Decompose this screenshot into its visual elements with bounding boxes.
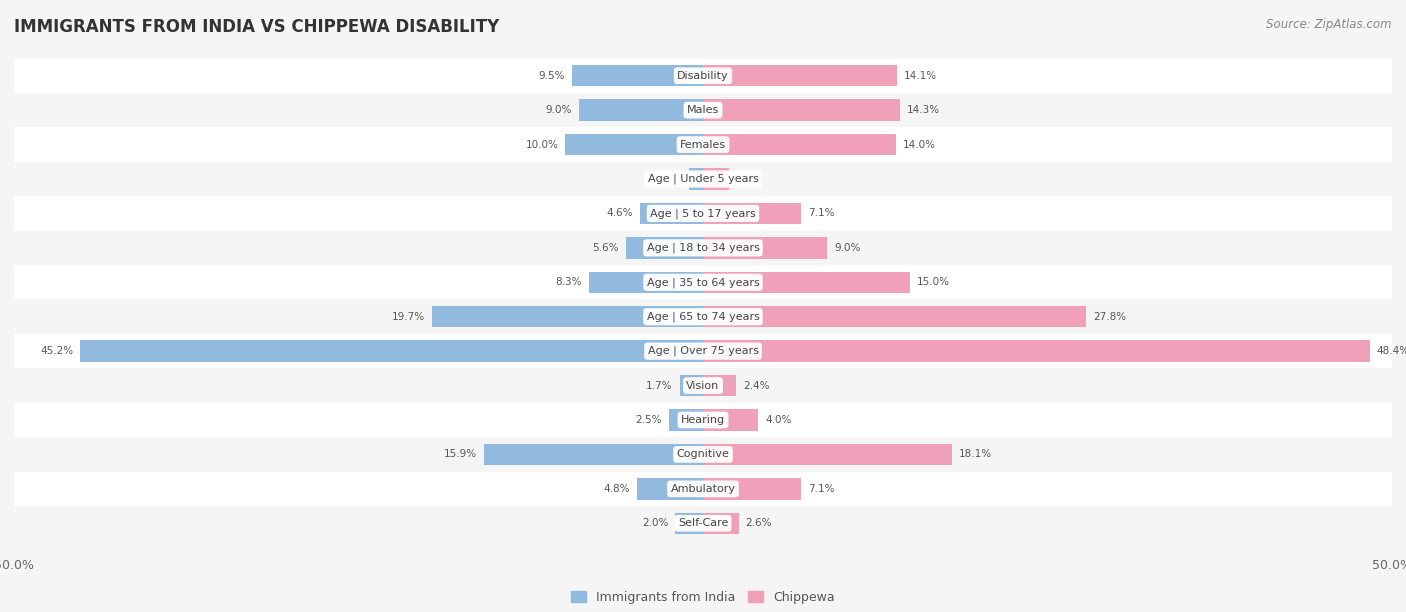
Text: 2.4%: 2.4% — [742, 381, 769, 390]
Text: 14.3%: 14.3% — [907, 105, 941, 115]
Bar — [703, 306, 1085, 327]
Bar — [14, 403, 1392, 437]
Text: 5.6%: 5.6% — [592, 243, 619, 253]
Bar — [703, 513, 738, 534]
Bar — [703, 375, 737, 396]
Bar — [432, 306, 703, 327]
Text: 1.0%: 1.0% — [657, 174, 682, 184]
Text: 14.1%: 14.1% — [904, 71, 938, 81]
Bar — [14, 506, 1392, 540]
Text: 19.7%: 19.7% — [391, 312, 425, 322]
Text: 2.6%: 2.6% — [745, 518, 772, 528]
Legend: Immigrants from India, Chippewa: Immigrants from India, Chippewa — [567, 586, 839, 609]
Bar — [14, 59, 1392, 93]
Text: 45.2%: 45.2% — [41, 346, 73, 356]
Text: IMMIGRANTS FROM INDIA VS CHIPPEWA DISABILITY: IMMIGRANTS FROM INDIA VS CHIPPEWA DISABI… — [14, 18, 499, 36]
Bar — [80, 340, 703, 362]
Bar — [703, 237, 827, 258]
Bar — [14, 437, 1392, 472]
Text: Females: Females — [681, 140, 725, 149]
Text: 9.0%: 9.0% — [546, 105, 572, 115]
Bar — [703, 203, 801, 224]
Bar — [565, 134, 703, 155]
Bar — [14, 93, 1392, 127]
Text: 7.1%: 7.1% — [807, 209, 834, 218]
Text: Age | 5 to 17 years: Age | 5 to 17 years — [650, 208, 756, 218]
Bar — [679, 375, 703, 396]
Bar — [637, 478, 703, 499]
Bar — [703, 168, 730, 190]
Bar — [703, 444, 952, 465]
Text: 4.8%: 4.8% — [603, 484, 630, 494]
Text: 8.3%: 8.3% — [555, 277, 582, 287]
Bar — [484, 444, 703, 465]
Text: Males: Males — [688, 105, 718, 115]
Bar — [703, 134, 896, 155]
Text: 4.6%: 4.6% — [606, 209, 633, 218]
Text: Hearing: Hearing — [681, 415, 725, 425]
Text: 1.9%: 1.9% — [737, 174, 762, 184]
Bar — [14, 196, 1392, 231]
Text: 1.7%: 1.7% — [647, 381, 672, 390]
Text: Source: ZipAtlas.com: Source: ZipAtlas.com — [1267, 18, 1392, 31]
Text: 9.0%: 9.0% — [834, 243, 860, 253]
Text: 9.5%: 9.5% — [538, 71, 565, 81]
Bar — [703, 100, 900, 121]
Text: Age | 65 to 74 years: Age | 65 to 74 years — [647, 312, 759, 322]
Bar — [14, 472, 1392, 506]
Text: Disability: Disability — [678, 71, 728, 81]
Bar — [14, 299, 1392, 334]
Bar — [703, 409, 758, 431]
Bar — [703, 272, 910, 293]
Text: Age | Under 5 years: Age | Under 5 years — [648, 174, 758, 184]
Bar — [14, 265, 1392, 299]
Text: 15.9%: 15.9% — [444, 449, 477, 460]
Bar — [675, 513, 703, 534]
Text: 15.0%: 15.0% — [917, 277, 949, 287]
Bar — [689, 168, 703, 190]
Bar — [626, 237, 703, 258]
Bar — [703, 478, 801, 499]
Text: 2.0%: 2.0% — [643, 518, 669, 528]
Text: 14.0%: 14.0% — [903, 140, 936, 149]
Text: 2.5%: 2.5% — [636, 415, 662, 425]
Bar — [14, 334, 1392, 368]
Text: 4.0%: 4.0% — [765, 415, 792, 425]
Text: Self-Care: Self-Care — [678, 518, 728, 528]
Bar — [579, 100, 703, 121]
Bar — [589, 272, 703, 293]
Text: Age | Over 75 years: Age | Over 75 years — [648, 346, 758, 356]
Text: 27.8%: 27.8% — [1092, 312, 1126, 322]
Text: Ambulatory: Ambulatory — [671, 484, 735, 494]
Bar — [14, 368, 1392, 403]
Bar — [14, 127, 1392, 162]
Text: Age | 18 to 34 years: Age | 18 to 34 years — [647, 242, 759, 253]
Text: 18.1%: 18.1% — [959, 449, 993, 460]
Bar — [703, 340, 1369, 362]
Text: Vision: Vision — [686, 381, 720, 390]
Bar — [14, 231, 1392, 265]
Bar — [14, 162, 1392, 196]
Bar — [703, 65, 897, 86]
Bar — [640, 203, 703, 224]
Text: 10.0%: 10.0% — [526, 140, 558, 149]
Text: 48.4%: 48.4% — [1376, 346, 1406, 356]
Text: Age | 35 to 64 years: Age | 35 to 64 years — [647, 277, 759, 288]
Bar — [572, 65, 703, 86]
Bar — [669, 409, 703, 431]
Text: 7.1%: 7.1% — [807, 484, 834, 494]
Text: Cognitive: Cognitive — [676, 449, 730, 460]
